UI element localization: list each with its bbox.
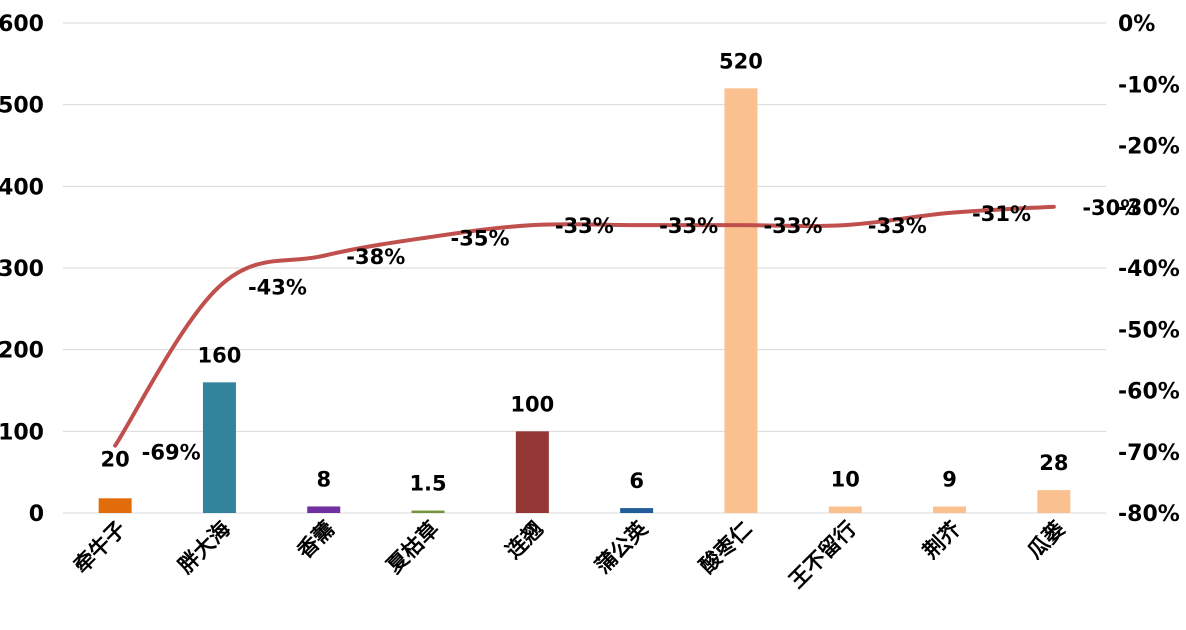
y-right-tick-label: -80% — [1118, 502, 1180, 527]
axes: 0 100 200 300 400 500 600 -80% -70% -60% -50% -40% -… — [0, 12, 1180, 593]
line-path — [113, 204, 1056, 448]
line-value-label: -30% — [1082, 196, 1141, 220]
bar-value-label: 6 — [629, 469, 644, 493]
bar — [515, 431, 549, 513]
y-left-tick-label: 300 — [0, 257, 44, 282]
y-right-tick-label: -70% — [1118, 441, 1180, 466]
line-value-label: -38% — [346, 245, 405, 269]
y-left-tick-label: 0 — [29, 502, 44, 527]
y-left-tick-label: 100 — [0, 420, 44, 445]
line-value-label: -33% — [763, 214, 822, 238]
x-category-label: 胖大海 — [173, 517, 235, 579]
y-right-tick-label: -50% — [1118, 318, 1180, 343]
y-left-tick-label: 200 — [0, 339, 44, 364]
bar — [828, 506, 862, 513]
x-category-label: 牵牛子 — [69, 517, 131, 579]
bar — [98, 498, 132, 513]
line-value-label: -33% — [868, 214, 927, 238]
x-category-label: 夏枯草 — [382, 517, 444, 579]
line-value-label: -69% — [142, 441, 201, 465]
line-value-label: -33% — [555, 214, 614, 238]
x-category-label: 瓜蒌 — [1023, 517, 1070, 564]
bar — [1037, 490, 1071, 513]
bar — [724, 88, 758, 513]
y-right-tick-label: 0% — [1118, 12, 1155, 37]
y-right-tick-label: -30% — [1118, 196, 1180, 221]
bar — [933, 506, 967, 513]
bar — [411, 510, 445, 513]
x-category-label: 王不留行 — [784, 517, 860, 593]
bar-value-label: 100 — [510, 392, 554, 416]
bar-value-label: 1.5 — [409, 472, 446, 496]
bar — [620, 508, 654, 513]
line-series — [113, 204, 1056, 448]
bar — [307, 506, 341, 513]
x-category-label: 荆芥 — [918, 516, 965, 563]
line-value-label: -31% — [972, 202, 1031, 226]
y-left-tick-label: 600 — [0, 12, 44, 37]
line-value-label: -43% — [248, 275, 307, 299]
bar-value-label: 20 — [101, 447, 130, 471]
x-category-label: 连翘 — [501, 517, 548, 564]
data-labels: 20 160 8 1.5 100 6 520 10 9 28 -69% -43% -38% -35% -33… — [101, 49, 1142, 495]
line-value-label: -33% — [659, 214, 718, 238]
y-right-tick-label: -40% — [1118, 257, 1180, 282]
bar-value-label: 28 — [1039, 451, 1068, 475]
gridlines — [63, 22, 1106, 514]
bar-value-label: 160 — [198, 343, 242, 367]
y-right-tick-label: -20% — [1118, 135, 1180, 160]
y-left-tick-label: 400 — [0, 175, 44, 200]
bar-value-label: 9 — [942, 467, 957, 491]
y-right-tick-label: -10% — [1118, 73, 1180, 98]
bar-value-label: 10 — [831, 467, 860, 491]
line-value-label: -35% — [451, 226, 510, 250]
y-right-tick-label: -60% — [1118, 380, 1180, 405]
x-category-label: 香薷 — [293, 517, 340, 564]
bar-series — [98, 88, 1071, 513]
x-category-label: 蒲公英 — [591, 516, 653, 578]
bar-value-label: 520 — [719, 49, 763, 73]
y-left-tick-label: 500 — [0, 94, 44, 119]
bar-value-label: 8 — [316, 467, 331, 491]
x-category-label: 酸枣仁 — [695, 517, 757, 579]
bar — [202, 382, 236, 513]
